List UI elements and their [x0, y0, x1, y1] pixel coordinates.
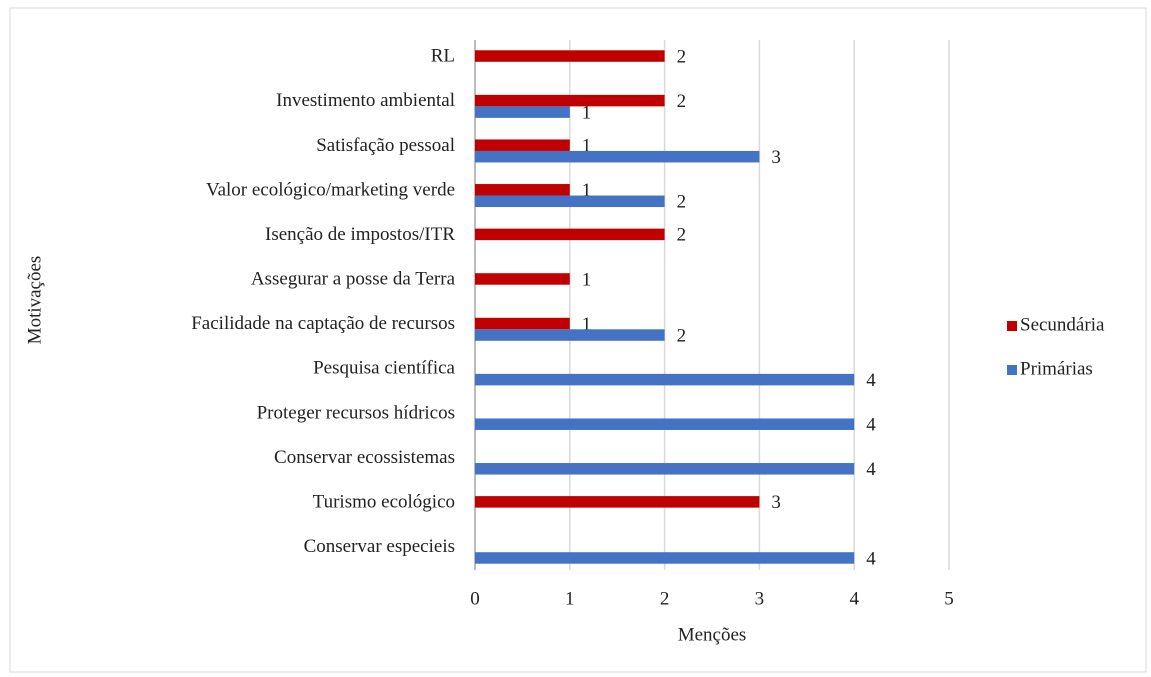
bar — [475, 50, 665, 62]
bar — [475, 94, 665, 107]
x-axis-title: Menções — [678, 624, 747, 645]
value-label: 4 — [866, 459, 876, 480]
value-label: 2 — [677, 91, 687, 112]
bar — [475, 496, 760, 508]
value-label: 1 — [582, 136, 592, 157]
y-tick-label: Satisfação pessoal — [316, 135, 455, 156]
y-tick-label: Assegurar a posse da Terra — [251, 269, 456, 290]
bar — [475, 195, 665, 208]
value-label: 1 — [582, 314, 592, 335]
bar — [475, 139, 570, 151]
value-label: 1 — [582, 102, 592, 123]
x-tick-label: 3 — [755, 588, 765, 609]
x-tick-label: 0 — [470, 588, 480, 609]
y-tick-label: Turismo ecológico — [313, 491, 455, 512]
legend-swatch — [1007, 365, 1017, 375]
y-tick-label: Facilidade na captação de recursos — [191, 313, 455, 334]
bar — [475, 106, 570, 118]
value-label: 3 — [771, 147, 781, 168]
value-label: 2 — [677, 46, 687, 67]
value-label: 1 — [582, 180, 592, 201]
y-tick-label: Proteger recursos hídricos — [257, 402, 455, 423]
y-tick-label: Conservar ecossistemas — [274, 447, 455, 468]
bar — [475, 463, 855, 475]
legend-swatch — [1007, 321, 1017, 331]
bar — [475, 184, 570, 196]
x-tick-label: 2 — [660, 588, 670, 609]
value-label: 2 — [677, 225, 687, 246]
value-label: 1 — [582, 269, 592, 290]
x-tick-label: 5 — [944, 588, 954, 609]
value-label: 3 — [771, 492, 781, 513]
value-label: 2 — [677, 325, 687, 346]
value-label: 4 — [866, 415, 876, 436]
y-tick-label: Pesquisa científica — [313, 358, 455, 379]
legend-label: Secundária — [1020, 314, 1105, 335]
y-tick-label: RL — [431, 46, 455, 67]
bar — [475, 317, 570, 330]
value-label: 4 — [866, 370, 876, 391]
value-label: 2 — [677, 192, 687, 213]
bar — [475, 552, 855, 564]
bar — [475, 418, 855, 430]
y-tick-label: Investimento ambiental — [276, 90, 455, 111]
bar — [475, 273, 570, 285]
bar — [475, 329, 665, 341]
bar — [475, 373, 855, 386]
y-tick-label: Conservar especieis — [304, 536, 455, 557]
y-tick-label: Valor ecológico/marketing verde — [206, 179, 455, 200]
x-tick-label: 4 — [849, 588, 859, 609]
x-tick-label: 1 — [565, 588, 575, 609]
bar — [475, 150, 760, 163]
value-label: 4 — [866, 548, 876, 569]
y-tick-label: Isenção de impostos/ITR — [265, 224, 455, 245]
legend-label: Primárias — [1020, 358, 1093, 379]
bar — [475, 228, 665, 241]
y-axis-title: Motivações — [24, 256, 45, 345]
